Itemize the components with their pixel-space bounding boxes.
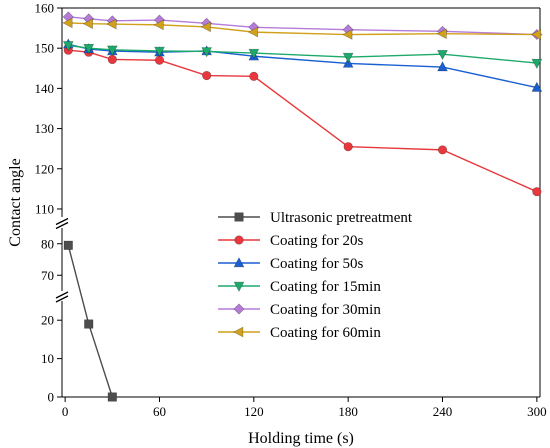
legend-marker: [233, 303, 245, 315]
legend-marker: [233, 281, 245, 292]
data-point: [83, 43, 95, 55]
x-tick-label: 120: [244, 404, 264, 419]
x-axis-title: Holding time (s): [248, 430, 354, 447]
series-ultrasonic-pretreatment: [63, 240, 117, 402]
y-tick-label: 10: [41, 351, 54, 366]
legend-item: Coating for 15min: [218, 279, 381, 295]
data-point: [62, 17, 73, 29]
y-tick-label: 20: [41, 313, 54, 328]
y-tick-label: 80: [41, 236, 54, 251]
data-point: [436, 28, 447, 40]
x-tick-label: 240: [433, 404, 453, 419]
legend-label: Ultrasonic pretreatment: [270, 210, 413, 226]
legend-label: Coating for 20s: [270, 233, 363, 249]
data-point: [437, 145, 448, 155]
legend-item: Coating for 50s: [218, 256, 363, 272]
y-tick-label: 120: [35, 161, 55, 176]
legend-label: Coating for 15min: [270, 279, 381, 295]
axis-break-mark: [55, 217, 69, 226]
y-tick-label: 110: [35, 201, 54, 216]
data-point: [107, 392, 117, 402]
data-point: [532, 187, 542, 197]
y-tick-label: 150: [35, 41, 55, 56]
legend-item: Coating for 60min: [218, 325, 381, 341]
legend-label: Coating for 60min: [270, 325, 381, 341]
y-tick-label: 70: [41, 268, 54, 283]
data-point: [154, 55, 165, 65]
series-coating-for-30min: [62, 11, 543, 41]
y-tick-label: 140: [35, 81, 55, 96]
data-point: [342, 29, 353, 40]
axis-break-mark: [55, 221, 69, 230]
data-point: [62, 41, 74, 52]
axis-break-mark: [55, 291, 69, 299]
data-point: [107, 54, 117, 65]
data-point: [84, 319, 94, 329]
data-point: [154, 46, 165, 57]
data-point: [201, 47, 213, 58]
series-line: [68, 49, 538, 193]
y-axis-title: Contact angle: [7, 158, 24, 246]
legend-marker: [234, 235, 244, 245]
x-tick-label: 180: [338, 404, 358, 419]
data-point: [106, 18, 117, 30]
legend-marker: [233, 326, 244, 338]
data-point: [531, 81, 543, 92]
data-point: [342, 52, 354, 63]
data-point: [202, 70, 212, 81]
y-tick-label: 0: [48, 390, 55, 405]
data-point: [437, 50, 448, 61]
legend-marker: [234, 212, 244, 222]
data-point: [200, 21, 211, 33]
data-point: [153, 19, 164, 31]
series-coating-for-15min: [62, 41, 543, 70]
y-tick-label: 160: [35, 1, 55, 16]
data-point: [342, 57, 354, 68]
x-tick-label: 0: [62, 404, 69, 419]
series-line: [68, 16, 537, 36]
x-tick-label: 60: [153, 404, 166, 419]
data-point: [530, 29, 542, 40]
legend-label: Coating for 50s: [270, 256, 363, 272]
data-point: [63, 240, 73, 250]
data-point: [247, 26, 259, 38]
data-point: [437, 61, 448, 72]
data-point: [106, 45, 118, 56]
legend-item: Ultrasonic pretreatment: [218, 210, 413, 226]
legend-item: Coating for 20s: [218, 233, 363, 249]
legend-label: Coating for 30min: [270, 302, 381, 318]
data-point: [343, 142, 353, 152]
x-tick-label: 300: [527, 404, 547, 419]
data-point: [531, 58, 543, 70]
data-point: [248, 48, 260, 59]
data-point: [82, 18, 93, 30]
series-coating-for-20s: [63, 45, 542, 197]
legend-item: Coating for 30min: [218, 302, 381, 318]
legend-marker: [233, 257, 245, 268]
series-coating-for-60min: [62, 17, 542, 40]
y-tick-label: 130: [35, 121, 55, 136]
legend: Ultrasonic pretreatment Coating for 20s Co…: [218, 210, 413, 341]
axis-break-mark: [55, 295, 69, 303]
series-coating-for-50s: [62, 38, 543, 92]
data-point: [249, 71, 259, 81]
